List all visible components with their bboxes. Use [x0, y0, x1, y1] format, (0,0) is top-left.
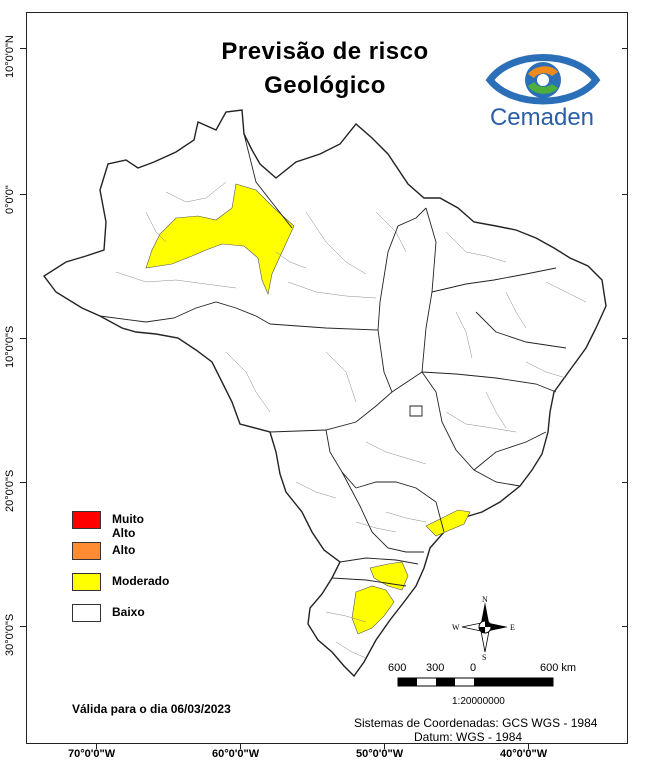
compass-rose-icon: N S W E	[452, 595, 515, 660]
frame-tick	[384, 744, 385, 749]
frame-tick	[20, 482, 26, 483]
frame-tick	[20, 48, 26, 49]
legend-label: Moderado	[112, 574, 170, 588]
legend-label: Baixo	[112, 605, 145, 619]
lat-label-30s: 30°0'0"S	[4, 613, 16, 656]
compass-e: E	[510, 623, 515, 632]
frame-tick	[622, 194, 628, 195]
brazil-map	[42, 109, 607, 678]
scale-bar	[397, 677, 554, 687]
risk-region-sp-rj	[425, 509, 471, 537]
compass-w: W	[452, 623, 460, 632]
frame-tick	[240, 744, 241, 749]
cemaden-logo-text: Cemaden	[489, 104, 595, 131]
scale-ratio: 1:20000000	[452, 696, 505, 707]
legend-swatch	[72, 511, 101, 529]
compass-n: N	[482, 595, 488, 604]
lon-label-50w: 50°0'0"W	[356, 748, 404, 760]
frame-tick	[622, 338, 628, 339]
scale-label-600km: 600 km	[540, 662, 577, 674]
datum: Datum: WGS - 1984	[414, 730, 523, 744]
frame-tick	[20, 338, 26, 339]
brazil-outline	[42, 109, 607, 678]
frame-tick	[20, 626, 26, 627]
regional-borders	[115, 181, 587, 659]
lat-label-20s: 20°0'0"S	[4, 469, 16, 512]
scale-label-0: 0	[470, 662, 477, 674]
frame-tick	[528, 744, 529, 749]
validity-date: Válida para o dia 06/03/2023	[72, 702, 231, 716]
legend-label: Muito Alto	[112, 512, 144, 540]
lat-label-0: 0°0'0"	[4, 185, 16, 214]
state-borders	[99, 133, 567, 587]
compass-s: S	[482, 653, 486, 660]
map-title-line-2: Geológico	[264, 72, 386, 99]
cemaden-logo-icon	[485, 54, 601, 105]
legend-swatch	[72, 573, 101, 591]
lat-label-10n: 10°0'0"N	[4, 35, 16, 78]
scale-label-300: 300	[426, 662, 445, 674]
legend-swatch	[72, 542, 101, 560]
map-title-line-1: Previsão de risco	[221, 38, 429, 65]
risk-region-amazonas	[145, 183, 295, 296]
legend-swatch	[72, 604, 101, 622]
frame-tick	[96, 744, 97, 749]
risk-region-rs	[351, 585, 395, 635]
risk-region-sc	[369, 561, 409, 591]
legend-label: Alto	[112, 543, 136, 557]
frame-tick	[622, 48, 628, 49]
lon-label-70w: 70°0'0"W	[68, 748, 116, 760]
lon-label-60w: 60°0'0"W	[212, 748, 260, 760]
scale-label-600: 600	[388, 662, 407, 674]
coordinate-system: Sistemas de Coordenadas: GCS WGS - 1984	[354, 716, 598, 730]
frame-tick	[622, 626, 628, 627]
frame-tick	[20, 194, 26, 195]
frame-tick	[622, 482, 628, 483]
lon-label-40w: 40°0'0"W	[500, 748, 548, 760]
lat-label-10s: 10°0'0"S	[4, 325, 16, 368]
